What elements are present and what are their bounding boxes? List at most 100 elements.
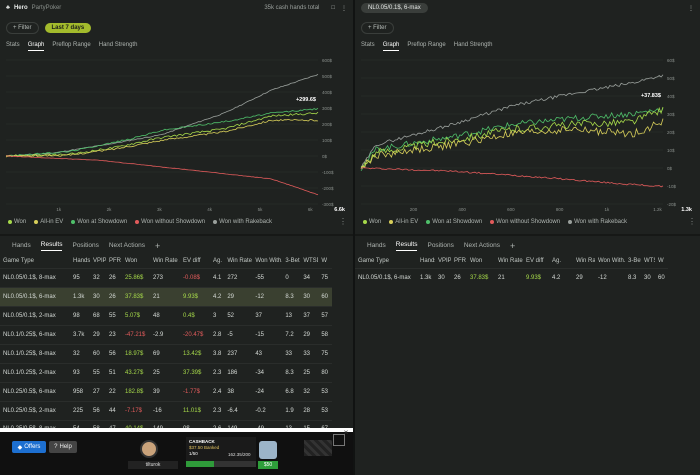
column-header[interactable]: Won [470, 258, 483, 265]
help-icon: ? [54, 444, 58, 450]
column-header[interactable]: PFR [454, 258, 466, 265]
table-row[interactable]: NL0.1/0.25$, 8-max 32 60 56 18.97$ 69 13.42$ 3.… [0, 343, 333, 363]
table-row[interactable]: NL0.1/0.25$, 2-max 93 55 51 43.27$ 25 37.39$ 2.… [0, 362, 333, 382]
tab-results[interactable]: Results [40, 241, 63, 251]
calendar-icon[interactable]: □ [331, 5, 335, 11]
profit-graph[interactable]: 600$ 500$ 400$ 300$ 200$ 100$ 0$ -100$ -200$ -300… [0, 54, 353, 214]
table-cell: 2.3 [210, 362, 225, 382]
column-header[interactable]: W [658, 258, 664, 265]
legend-swatch-icon [71, 220, 76, 224]
legend-label: Won without Showdown [141, 219, 206, 225]
tab-hand-strength[interactable]: Hand Strength [453, 42, 493, 48]
help-button[interactable]: ? Help [49, 441, 77, 453]
column-header[interactable]: EV diff [183, 258, 201, 265]
table-cell: 1.3k [70, 286, 90, 306]
table-row[interactable]: NL0.05/0.1$, 8-max 95 32 26 25.86$ 273 -0.08$ 4… [0, 267, 333, 287]
column-header[interactable]: Ag. [552, 258, 562, 265]
tab-stats[interactable]: Stats [6, 42, 20, 48]
column-header[interactable]: Hands [420, 258, 435, 265]
series-won-without-showdown [5, 155, 319, 196]
x-tick-label: 2k [107, 207, 113, 212]
game-type-tag[interactable]: NL0.05/0.1$, 6-max [361, 3, 428, 13]
table-row[interactable]: NL0.1/0.25$, 6-max 3.7k 29 23 -47.21$ -2.9 -20… [0, 324, 333, 344]
legend-item[interactable]: Won with Rakeback [213, 219, 272, 225]
column-header[interactable]: Won [125, 258, 138, 265]
column-header[interactable]: Win Rate... [576, 258, 595, 265]
column-header[interactable]: EV diff [526, 258, 544, 265]
tab-positions[interactable]: Positions [427, 241, 454, 249]
claim-50-button[interactable]: $50 [258, 461, 278, 469]
tab-results[interactable]: Results [395, 241, 418, 251]
table-row[interactable]: NL0.05/0.1$, 2-max 98 68 55 5.07$ 48 0.4$ 3 52 37… [0, 305, 333, 325]
tab-next-actions[interactable]: Next Actions [108, 241, 145, 249]
column-header[interactable]: Won With... [255, 258, 282, 265]
legend-item[interactable]: Won with Rakeback [568, 219, 627, 225]
table-cell: 4.2 [549, 267, 573, 287]
table-row[interactable]: NL0.25/0.5$, 2-max 225 56 44 -7.17$ -16 11.01$… [0, 400, 333, 420]
column-header[interactable]: Game Type [358, 258, 389, 265]
table-row[interactable]: NL0.25/0.5$, 6-max 958 27 22 182.8$ 39 -1.77$ 2… [0, 381, 333, 401]
offers-button[interactable]: ◆ Offers [12, 441, 46, 453]
tab-graph[interactable]: Graph [382, 42, 400, 51]
column-header[interactable]: Win Rate ... [153, 258, 180, 265]
column-header[interactable]: WTSD [644, 258, 655, 265]
legend-item[interactable]: Won at Showdown [426, 219, 482, 225]
legend-label: Won with Rakeback [574, 219, 628, 225]
column-header[interactable]: 3-Bet [628, 258, 641, 265]
column-header[interactable]: W [321, 258, 328, 265]
legend-item[interactable]: Won [363, 219, 381, 225]
column-header[interactable]: VPIP [438, 258, 451, 265]
legend-more-icon[interactable]: ⋮ [688, 217, 696, 226]
legend-more-icon[interactable]: ⋮ [339, 217, 347, 226]
filter-button[interactable]: + Filter [6, 22, 39, 34]
legend-item[interactable]: Won at Showdown [71, 219, 127, 225]
tab-graph[interactable]: Graph [27, 42, 45, 51]
tab-stats[interactable]: Stats [361, 42, 375, 48]
table-cell: 98 [70, 305, 90, 325]
add-tab-icon[interactable]: + [155, 241, 161, 251]
date-range-chip[interactable]: Last 7 days [44, 23, 92, 33]
column-header[interactable]: WTSD [303, 258, 318, 265]
tab-hand-strength[interactable]: Hand Strength [98, 42, 138, 48]
table-cell: -55 [252, 267, 283, 287]
more-icon[interactable]: ⋮ [341, 5, 347, 12]
table-row[interactable]: NL0.05/0.1$, 6-max 1.3k 30 26 37.83$ 21 9.93$ 4… [0, 286, 333, 306]
column-header[interactable]: Won With... [598, 258, 625, 265]
legend-item[interactable]: All-in EV [389, 219, 418, 225]
column-header[interactable]: Ag. [213, 258, 223, 265]
tab-preflop-range[interactable]: Preflop Range [407, 42, 446, 48]
legend-item[interactable]: All-in EV [34, 219, 63, 225]
close-icon[interactable]: × [343, 428, 349, 437]
avatar[interactable] [140, 440, 158, 458]
filter-button[interactable]: + Filter [361, 22, 394, 34]
x-tick-label: 1k [56, 207, 62, 212]
legend-item[interactable]: Won without Showdown [490, 219, 560, 225]
legend-item[interactable]: Won without Showdown [135, 219, 205, 225]
column-header[interactable]: Win Rate ... [498, 258, 523, 265]
column-header[interactable]: Hands [73, 258, 90, 265]
column-header[interactable]: VPIP [93, 258, 106, 265]
column-header[interactable]: Win Rate... [227, 258, 253, 265]
legend-item[interactable]: Won [8, 219, 26, 225]
expand-icon[interactable] [333, 434, 345, 446]
tab-positions[interactable]: Positions [72, 241, 99, 249]
column-header[interactable]: PFR [109, 258, 121, 265]
session-title: ♣ Hero PartyPoker [6, 5, 61, 11]
poker-client-bar: ◆ Offers ? Help tilturok CASHBACK $37.50 B… [0, 428, 353, 475]
tab-preflop-range[interactable]: Preflop Range [52, 42, 91, 48]
more-icon[interactable]: ⋮ [688, 5, 694, 12]
table-cell: 4.1 [210, 267, 225, 287]
table-row[interactable]: NL0.05/0.1$, 6-max 1.3k 30 26 37.83$ 21 9.93$ 4… [355, 267, 668, 287]
column-header[interactable]: Game Type [3, 258, 34, 265]
cashback-panel[interactable]: CASHBACK $37.50 Banked 1/50 [186, 437, 256, 461]
column-header[interactable]: 3-Bet [285, 258, 300, 265]
y-tick-label: 0$ [322, 154, 328, 159]
table-cell: 34 [300, 267, 319, 287]
series-won-at-showdown [360, 107, 664, 172]
tab-hands[interactable]: Hands [12, 241, 31, 249]
profit-graph-right[interactable]: 60$ 50$ 40$ 30$ 20$ 10$ 0$ -10$ -20$ 200 400 600 800… [355, 54, 700, 214]
tab-next-actions[interactable]: Next Actions [463, 241, 500, 249]
add-tab-icon[interactable]: + [510, 241, 516, 251]
pane-divider[interactable] [353, 0, 355, 475]
tab-hands[interactable]: Hands [367, 241, 386, 249]
